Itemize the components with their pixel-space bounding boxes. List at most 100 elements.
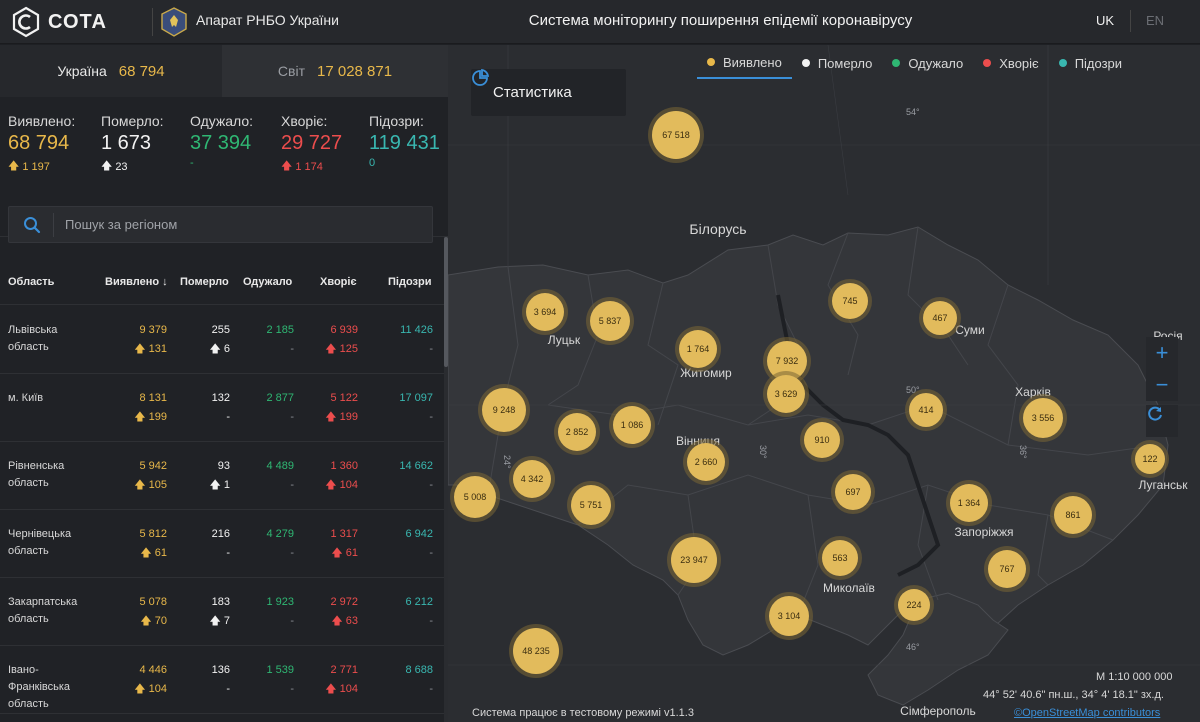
cluster-marker[interactable]: 67 518 (648, 107, 704, 163)
grid-label: 24° (502, 455, 512, 469)
col-sick[interactable]: Хворіє (320, 276, 357, 288)
app-title: Система моніторингу поширення епідемії к… (528, 12, 913, 29)
cell-recovered: 2 185- (266, 324, 294, 355)
stat-sick-value: 29 727 (281, 132, 343, 154)
search-input[interactable] (65, 207, 425, 242)
cluster-count: 1 086 (621, 420, 644, 430)
zoom-out-button[interactable]: − (1146, 369, 1178, 401)
refresh-button[interactable] (1146, 405, 1178, 437)
cell-died: 255 🡅 6 (209, 324, 231, 355)
brand-name: СОТА (48, 10, 107, 33)
cluster-marker[interactable]: 4 342 (509, 456, 555, 502)
grid-label: 46° (906, 642, 920, 652)
cluster-marker[interactable]: 224 (894, 585, 934, 625)
cluster-count: 2 852 (566, 427, 589, 437)
arrow-up-icon: 🡅 (209, 615, 224, 627)
cell-died: 93 🡅 1 (209, 460, 231, 491)
filter-sick[interactable]: Хворіє (973, 47, 1048, 79)
cluster-marker[interactable]: 3 629 (763, 371, 809, 417)
cluster-marker[interactable]: 414 (905, 389, 947, 431)
cluster-count: 122 (1142, 454, 1157, 464)
lang-divider (1130, 10, 1131, 32)
cluster-marker[interactable]: 1 764 (675, 326, 721, 372)
dot-icon (707, 58, 715, 66)
tab-world[interactable]: Світ 17 028 871 (222, 45, 448, 97)
cell-suspected: 8 688- (405, 664, 433, 695)
cluster-count: 563 (832, 553, 847, 563)
cluster-count: 861 (1065, 510, 1080, 520)
filter-detected[interactable]: Виявлено (697, 47, 792, 79)
arrow-up-icon: 🡅 (140, 547, 155, 559)
search-separator (53, 213, 54, 237)
cluster-marker[interactable]: 122 (1131, 440, 1169, 478)
cluster-marker[interactable]: 7 932 (763, 337, 811, 385)
cluster-marker[interactable]: 861 (1050, 492, 1096, 538)
stat-detected-value: 68 794 (8, 132, 70, 154)
cell-sick: 1 317 🡅 61 (330, 528, 358, 559)
cluster-marker[interactable]: 48 235 (509, 624, 563, 678)
cluster-marker[interactable]: 467 (919, 297, 961, 339)
cluster-count: 23 947 (680, 555, 708, 565)
cluster-marker[interactable]: 767 (984, 546, 1030, 592)
cluster-marker[interactable]: 3 556 (1019, 394, 1067, 442)
cluster-marker[interactable]: 3 104 (765, 592, 813, 640)
city-label-zaporizhzhia: Запоріжжя (955, 525, 1014, 539)
map-filters: Виявлено Померло Одужало Хворіє Підозри (697, 47, 1132, 79)
cluster-marker[interactable]: 1 364 (946, 480, 992, 526)
cell-recovered: 2 877- (266, 392, 294, 423)
cluster-marker[interactable]: 2 660 (683, 439, 729, 485)
stat-detected: Виявлено: 68 794 🡅 1 197 (8, 113, 75, 176)
filter-suspected[interactable]: Підозри (1049, 47, 1132, 79)
col-region[interactable]: Область (8, 276, 55, 288)
zoom-in-button[interactable]: + (1146, 337, 1178, 369)
sidebar-scrollbar[interactable] (444, 237, 448, 722)
table-row[interactable]: м. Київ 8 131 🡅 199 132- 2 877- 5 122 🡅 199 17 … (0, 374, 444, 442)
cluster-marker[interactable]: 5 008 (450, 472, 500, 522)
search-icon[interactable] (23, 216, 41, 234)
table-row[interactable]: Закарпатська область 5 078 🡅 70 183 🡅 7 1 923… (0, 578, 444, 646)
lang-en-button[interactable]: EN (1146, 13, 1165, 28)
table-row[interactable]: Львівська область 9 379 🡅 131 255 🡅 6 2 185- 6… (0, 306, 444, 374)
stat-died: Померло: 1 673 🡅 23 (101, 113, 164, 176)
tab-ukraine[interactable]: Україна 68 794 (0, 45, 222, 97)
filter-recovered[interactable]: Одужало (882, 47, 973, 79)
cluster-count: 5 008 (464, 492, 487, 502)
map-canvas[interactable]: 54° 50° 46° 24° 30° 36° Білорусь Луцьк Ж… (448, 45, 1200, 722)
tab-ukraine-label: Україна (57, 63, 107, 79)
col-died[interactable]: Померло (180, 276, 229, 288)
cluster-marker[interactable]: 5 751 (567, 481, 615, 529)
col-suspected[interactable]: Підозри (388, 276, 432, 288)
cluster-marker[interactable]: 1 086 (609, 402, 655, 448)
cluster-marker[interactable]: 697 (831, 470, 875, 514)
sota-logo[interactable]: СОТА (10, 6, 107, 38)
scrollbar-thumb[interactable] (444, 237, 448, 367)
arrow-up-icon: 🡅 (331, 547, 346, 559)
cell-sick: 6 939 🡅 125 (325, 324, 358, 355)
cluster-marker[interactable]: 9 248 (478, 384, 530, 436)
table-header: Область Виявлено ↓ Померло Одужало Хворі… (0, 265, 444, 305)
cluster-marker[interactable]: 3 694 (522, 289, 568, 335)
stat-detected-delta: 🡅 1 197 (8, 157, 75, 176)
cluster-marker[interactable]: 2 852 (554, 409, 600, 455)
map-view[interactable]: 54° 50° 46° 24° 30° 36° Білорусь Луцьк Ж… (448, 45, 1200, 722)
cluster-marker[interactable]: 563 (818, 536, 862, 580)
cluster-layer: 67 518 3 694 5 837 1 764 7 932 3 629 745 467 9 2… (450, 107, 1169, 678)
statistics-button[interactable]: Статистика (471, 69, 626, 116)
table-row[interactable]: Рівненська область 5 942 🡅 105 93 🡅 1 4 489- 1… (0, 442, 444, 510)
cluster-marker[interactable]: 5 837 (586, 297, 634, 345)
map-coordinates: 44° 52' 40.6" пн.ш., 34° 4' 18.1" зх.д. (983, 689, 1164, 701)
filter-died[interactable]: Померло (792, 47, 883, 79)
cell-died: 132- (211, 392, 230, 423)
table-row[interactable]: Чернівецька область 5 812 🡅 61 216- 4 279- 1 … (0, 510, 444, 578)
table-row[interactable]: Івано-Франківська область 4 446 🡅 104 136- 1… (0, 646, 444, 714)
col-recovered[interactable]: Одужало (243, 276, 293, 288)
cluster-marker[interactable]: 910 (800, 418, 844, 462)
cluster-marker[interactable]: 745 (828, 279, 872, 323)
col-detected[interactable]: Виявлено ↓ (105, 276, 168, 288)
lang-uk-button[interactable]: UK (1096, 13, 1115, 28)
stat-recovered-delta: - (190, 157, 194, 169)
cluster-marker[interactable]: 23 947 (667, 533, 721, 587)
osm-attribution-link[interactable]: ©OpenStreetMap contributors (1014, 707, 1161, 719)
stat-sick: Хворіє: 29 727 🡅 1 174 (281, 113, 342, 176)
stat-died-value: 1 673 (101, 132, 152, 154)
